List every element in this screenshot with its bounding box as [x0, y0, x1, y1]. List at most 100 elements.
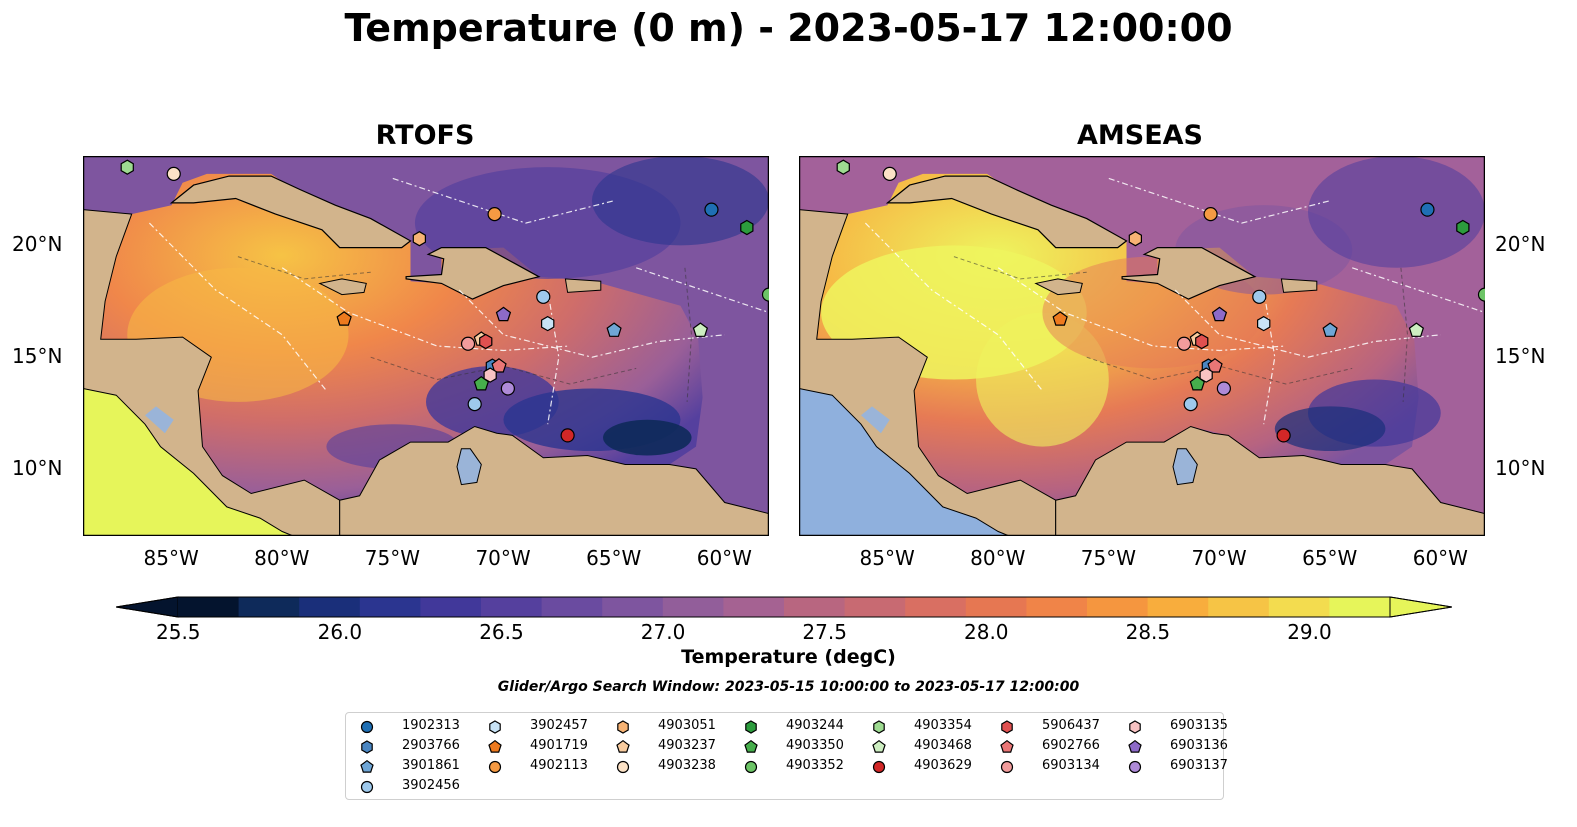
float-marker-1902313 [704, 202, 719, 217]
float-marker-4902113 [1203, 207, 1218, 222]
colorbar-bin [844, 597, 906, 617]
circle-marker-icon [616, 760, 630, 774]
legend-label: 4903352 [786, 758, 844, 773]
hispaniola-land [405, 246, 541, 300]
float-marker-4903468 [1408, 322, 1425, 337]
legend-label: 2903766 [402, 738, 460, 753]
colorbar-bin [723, 597, 785, 617]
bathymetry-contour [237, 256, 371, 280]
legend-label: 3902457 [530, 718, 588, 733]
legend-marker [1129, 720, 1141, 734]
south-america-land [339, 425, 769, 536]
panel-title-rtofs: RTOFS [375, 120, 475, 151]
legend-label: 1902313 [402, 718, 460, 733]
lon-tick-label: 70°W [475, 546, 531, 570]
legend-label: 3902456 [402, 778, 460, 793]
jamaica-land [1034, 278, 1083, 296]
circle-marker-icon [744, 760, 758, 774]
pacific-coast [799, 387, 1010, 536]
colorbar-tick-label: 27.5 [802, 620, 847, 644]
lon-tick-label: 85°W [143, 546, 199, 570]
float-marker-4903354 [836, 159, 850, 175]
legend-label: 4902113 [530, 758, 588, 773]
map-frame [83, 156, 769, 536]
colorbar-bin [602, 597, 664, 617]
lon-tick-label: 65°W [1302, 546, 1358, 570]
lon-tick-label: 60°W [1412, 546, 1468, 570]
float-marker-6903137 [500, 381, 515, 396]
cuba-land [169, 175, 412, 249]
float-marker-3901861 [1322, 322, 1338, 337]
float-marker-4903238 [166, 166, 181, 181]
eez-boundary [547, 290, 560, 425]
colorbar-tick-label: 27.0 [640, 620, 686, 644]
lon-tick-label: 80°W [254, 546, 310, 570]
pentagon-marker-icon [1000, 739, 1014, 753]
legend-label: 3901861 [402, 758, 460, 773]
float-marker-1902313 [1420, 202, 1435, 217]
legend-label: 4903238 [658, 758, 716, 773]
float-marker-6903136 [1211, 306, 1228, 322]
colorbar-tick-label: 26.5 [479, 620, 524, 644]
colorbar-bin [541, 597, 603, 617]
colorbar-tick-label: 29.0 [1287, 620, 1332, 644]
lon-tick-label: 75°W [364, 546, 421, 570]
lat-tick-label: 20°N [12, 232, 63, 257]
float-marker-3902456 [536, 289, 551, 304]
float-marker-5906437 [479, 333, 493, 350]
legend-label: 4903237 [658, 738, 716, 753]
legend-marker [360, 720, 374, 734]
float-marker-6903135 [1199, 367, 1213, 383]
eez-boundary [636, 267, 769, 314]
lat-tick-label: 10°N [12, 455, 63, 480]
legend-label: 4903629 [914, 758, 972, 773]
colorbar-bin [1087, 597, 1149, 617]
legend-marker [1001, 720, 1013, 734]
colorbar-tick-label: 25.5 [156, 620, 201, 644]
legend-marker [872, 760, 886, 774]
pacific-coast [83, 387, 294, 536]
search-window-text: Glider/Argo Search Window: 2023-05-15 10… [497, 679, 1080, 695]
legend-marker [1000, 739, 1014, 753]
colorbar [116, 596, 1452, 618]
float-marker-3902456 [1183, 397, 1198, 412]
map-frame [799, 156, 1485, 536]
colorbar-bin [178, 597, 240, 617]
lon-tick-label: 65°W [586, 546, 642, 570]
float-marker-4903051 [412, 231, 426, 247]
legend-marker [744, 760, 758, 774]
float-marker-4903354 [120, 159, 134, 175]
colorbar-extend-high [1389, 596, 1452, 618]
legend-marker [488, 739, 502, 753]
float-marker-4903238 [882, 166, 897, 181]
legend-marker [360, 759, 374, 773]
sst-patch [1307, 156, 1485, 268]
colorbar-bin [784, 597, 846, 617]
circle-marker-icon [360, 720, 374, 734]
float-marker-4903352 [761, 287, 769, 302]
eez-boundary [148, 222, 327, 392]
float-marker-6903137 [1216, 381, 1231, 396]
cuba-land [885, 175, 1128, 249]
lat-tick-label: 15°N [12, 344, 63, 369]
panel-title-amseas: AMSEAS [1077, 120, 1203, 151]
colorbar-bin [481, 597, 543, 617]
legend-marker [745, 720, 757, 734]
colorbar-bin [905, 597, 967, 617]
hexagon-marker-icon [1129, 720, 1141, 734]
pentagon-marker-icon [488, 739, 502, 753]
colorbar-bin [1026, 597, 1088, 617]
pentagon-marker-icon [872, 739, 886, 753]
colorbar-label: Temperature (degC) [681, 646, 896, 668]
legend-label: 6903135 [1170, 718, 1228, 733]
float-marker-4903244 [740, 219, 754, 236]
float-marker-4901719 [1052, 311, 1068, 326]
map-amseas [799, 156, 1485, 536]
legend-marker [361, 740, 373, 754]
legend-marker [360, 780, 374, 794]
colorbar-bin [238, 597, 300, 617]
float-marker-4903244 [1456, 219, 1470, 236]
float-marker-4902113 [487, 207, 502, 222]
colorbar-bin [420, 597, 482, 617]
float-marker-4901719 [336, 311, 352, 326]
